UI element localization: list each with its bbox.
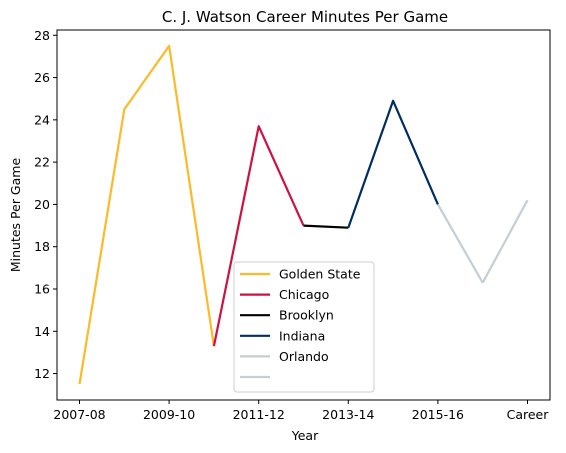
legend-label: Golden State	[279, 267, 361, 282]
series-lines	[78, 44, 529, 385]
x-tick-label: 2013-14	[322, 407, 374, 422]
series-line-chicago	[212, 125, 305, 347]
y-tick-label: 18	[34, 239, 50, 254]
y-tick-label: 14	[34, 324, 50, 339]
legend-box	[233, 261, 375, 393]
y-tick-label: 24	[34, 112, 50, 127]
x-tick-label: 2011-12	[233, 407, 285, 422]
y-axis-title: Minutes Per Game	[8, 158, 23, 273]
series-line-brooklyn	[303, 224, 349, 229]
legend-label: Indiana	[279, 328, 325, 343]
legend-label: Chicago	[279, 287, 329, 302]
series-line-orlando	[436, 203, 484, 284]
y-tick-label: 28	[34, 28, 50, 43]
legend: Golden State Chicago Brooklyn Indiana Orland…	[233, 261, 375, 393]
chart-title: C. J. Watson Career Minutes Per Game	[162, 8, 448, 26]
x-axis: 2007-08 2009-10 2011-12 2013-14 2015-16 Caree…	[53, 400, 549, 422]
plot-area	[56, 29, 551, 401]
x-tick-label: 2007-08	[53, 407, 105, 422]
y-tick-label: 12	[34, 366, 50, 381]
x-axis-title: Year	[291, 428, 319, 443]
y-axis: 12 14 16 18 20 22 24 26 28	[34, 28, 57, 381]
legend-label: Brooklyn	[279, 308, 334, 323]
legend-label: Orlando	[279, 349, 329, 364]
x-tick-label: Career	[507, 407, 550, 422]
series-line-career	[481, 199, 529, 284]
x-tick-label: 2009-10	[143, 407, 195, 422]
y-tick-label: 20	[34, 197, 50, 212]
x-tick-label: 2015-16	[412, 407, 464, 422]
y-tick-label: 26	[34, 70, 50, 85]
y-tick-label: 16	[34, 282, 50, 297]
series-line-golden-state	[78, 44, 215, 385]
series-line-indiana	[347, 99, 439, 229]
y-tick-label: 22	[34, 155, 50, 170]
